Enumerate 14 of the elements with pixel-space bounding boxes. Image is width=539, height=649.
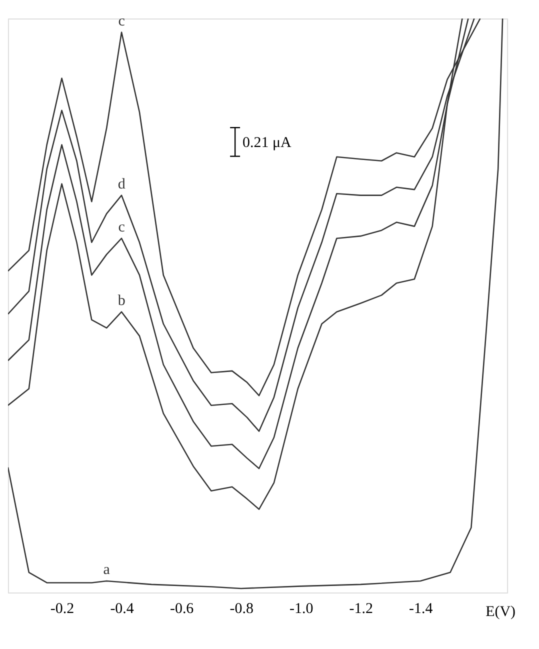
x-tick-label: -0.6 [170, 600, 194, 617]
x-tick-label: -0.2 [50, 600, 74, 617]
x-tick-label: -1.4 [409, 600, 434, 617]
annotation: 0.21 μA [242, 134, 292, 151]
series-label: c [118, 13, 126, 30]
series-label: a [103, 562, 110, 578]
series-label: b [118, 292, 126, 309]
x-tick-label: -0.8 [230, 600, 254, 617]
x-tick-label: -1.0 [290, 600, 314, 617]
x-tick-label: -0.4 [110, 600, 134, 617]
x-axis-title: E(V) [486, 604, 516, 620]
series-label: c [118, 219, 126, 236]
series-label: d [118, 176, 126, 192]
x-tick-label: -1.2 [349, 600, 373, 617]
